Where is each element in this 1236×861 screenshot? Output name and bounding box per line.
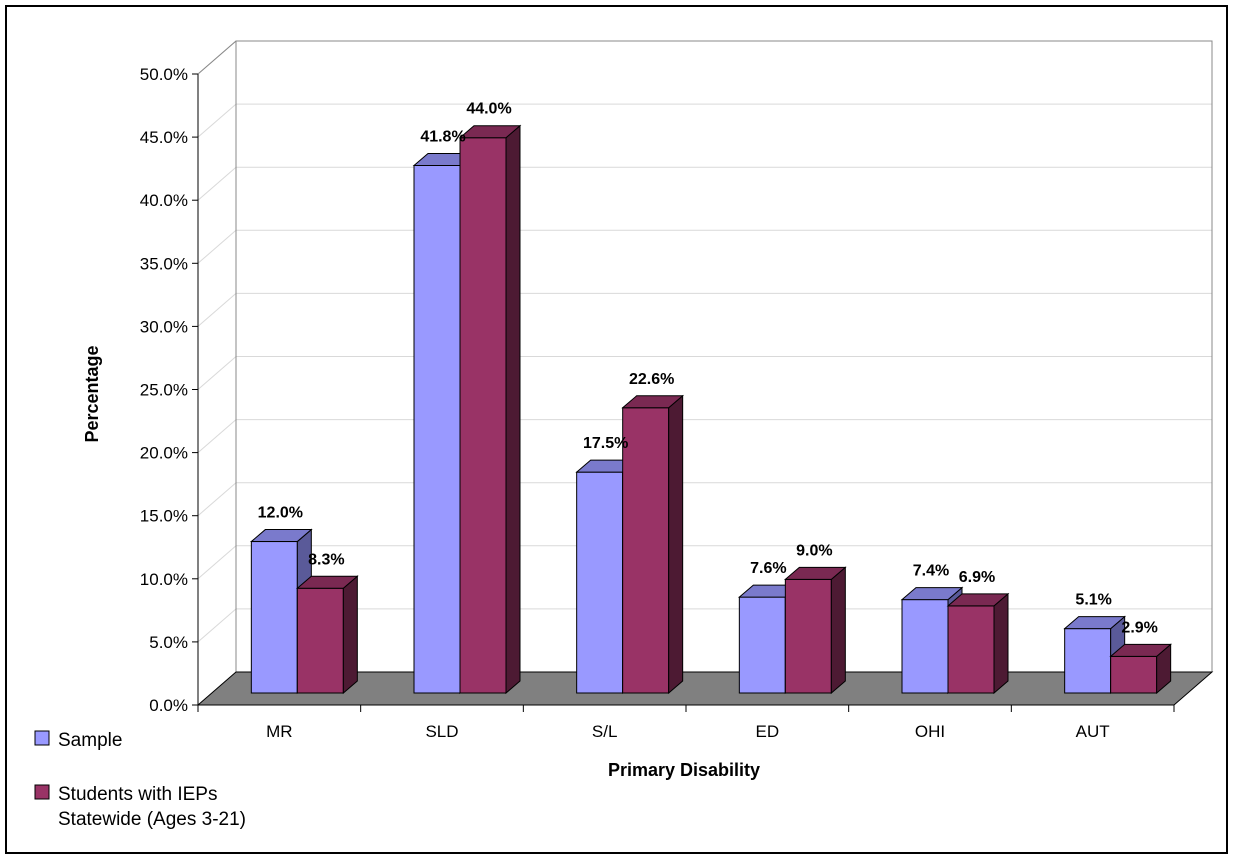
data-label: 5.1% (1075, 592, 1111, 609)
bar-top (249, 529, 313, 543)
bar-front (901, 599, 949, 694)
bar-front (459, 137, 507, 694)
x-tick-label: S/L (592, 722, 618, 741)
gridline-side (197, 356, 237, 390)
y-tick-label: 5.0% (149, 633, 188, 652)
data-label: 12.0% (258, 505, 303, 522)
bar-top (295, 575, 359, 589)
bar-front (622, 407, 670, 694)
bar-side (342, 575, 358, 695)
y-tick-label: 10.0% (140, 570, 188, 589)
bar-front (1110, 655, 1158, 694)
bar-front (576, 471, 624, 694)
bar-top (621, 395, 685, 409)
legend: Sample Students with IEPs Statewide (Age… (34, 730, 246, 830)
data-label: 17.5% (583, 435, 628, 452)
x-tick-label: MR (266, 722, 292, 741)
data-label: 41.8% (420, 128, 465, 145)
bars (249, 124, 1173, 695)
gridline-side (197, 229, 237, 264)
y-tick-label: 25.0% (140, 381, 188, 400)
data-label: 22.6% (629, 371, 674, 388)
legend-swatch-sample (34, 730, 50, 746)
y-axis-title: Percentage (82, 345, 102, 442)
x-tick-label: ED (756, 722, 780, 741)
data-label: 8.3% (308, 551, 344, 568)
bar-top (458, 125, 522, 139)
x-axis-title: Primary Disability (608, 760, 760, 780)
bar-top (1063, 616, 1127, 630)
bar-top (900, 587, 964, 601)
chart-walls (197, 40, 1213, 672)
data-label: 2.9% (1121, 619, 1157, 636)
chart-frame (5, 5, 1228, 854)
bar-side (505, 124, 521, 695)
bar-front (1064, 628, 1112, 694)
bar-side (830, 566, 846, 695)
legend-label-sample: Sample (58, 730, 122, 751)
data-label: 9.0% (796, 542, 832, 559)
gridline-side (197, 482, 237, 517)
bar-side (993, 592, 1009, 695)
gridline-side (197, 419, 237, 453)
side-wall-top-edge (197, 40, 237, 75)
bar-front (738, 596, 786, 694)
y-tick-label: 35.0% (140, 254, 188, 273)
y-axis-ticks: 0.0% 5.0% 10.0% 15.0% 20.0% 25.0% 30.0% 35.0% 40… (140, 65, 199, 715)
gridline-side (197, 103, 237, 138)
y-tick-label: 15.0% (140, 507, 188, 526)
x-tick-label: SLD (425, 722, 458, 741)
data-label: 6.9% (959, 569, 995, 586)
bar-side (668, 394, 684, 695)
legend-item-sample: Sample (34, 730, 122, 751)
bar-front (947, 605, 995, 694)
bar-top (1109, 643, 1173, 657)
gridline-side (197, 293, 237, 327)
back-wall-outline (235, 40, 1213, 672)
legend-item-statewide: Students with IEPs Statewide (Ages 3-21) (34, 784, 246, 830)
y-tick-label: 45.0% (140, 128, 188, 147)
bar-front (413, 164, 461, 694)
bar-top (946, 593, 1010, 607)
gridline-side (197, 608, 237, 643)
bar-top (783, 566, 847, 580)
legend-swatch-statewide (34, 784, 50, 800)
legend-label-statewide-line2: Statewide (Ages 3-21) (58, 809, 246, 830)
bar-front (250, 541, 298, 694)
y-tick-label: 50.0% (140, 65, 188, 84)
legend-label-statewide-line1: Students with IEPs (58, 784, 217, 805)
data-label: 7.6% (750, 560, 786, 577)
y-tick-label: 30.0% (140, 317, 188, 336)
gridline-side (197, 545, 237, 580)
y-tick-label: 40.0% (140, 191, 188, 210)
x-axis: MR SLD S/L ED OHI AUT (197, 704, 1175, 741)
gridline-side (197, 166, 237, 201)
data-labels: 12.0% 8.3% 41.8%44.0% 17.5% 22.6% 7.6% 9.0% 7.4… (258, 101, 1158, 637)
bar-front (296, 587, 344, 694)
bar-front (784, 578, 832, 694)
x-tick-label: AUT (1076, 722, 1110, 741)
gridlines (197, 40, 1212, 643)
y-tick-label: 0.0% (149, 696, 188, 715)
data-label: 7.4% (913, 563, 949, 580)
data-label: 44.0% (466, 101, 511, 118)
y-tick-label: 20.0% (140, 444, 188, 463)
x-tick-label: OHI (915, 722, 945, 741)
